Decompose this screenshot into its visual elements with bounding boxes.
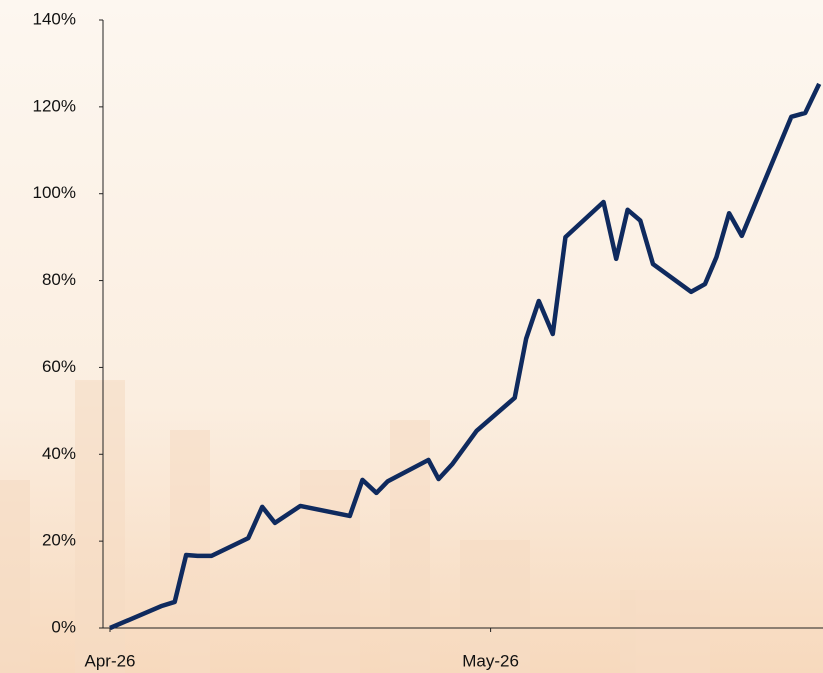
y-tick-label: 0% <box>51 617 76 636</box>
y-tick-label: 40% <box>42 444 76 463</box>
x-tick-label: Apr-26 <box>84 651 135 670</box>
x-tick-label: May-26 <box>462 651 519 670</box>
data-line <box>109 82 822 631</box>
y-tick-label: 20% <box>42 531 76 550</box>
y-tick-label: 100% <box>33 183 76 202</box>
y-tick-label: 140% <box>33 9 76 28</box>
y-tick-label: 120% <box>33 96 76 115</box>
y-tick-label: 80% <box>42 270 76 289</box>
skyline <box>0 380 710 673</box>
y-tick-label: 60% <box>42 357 76 376</box>
